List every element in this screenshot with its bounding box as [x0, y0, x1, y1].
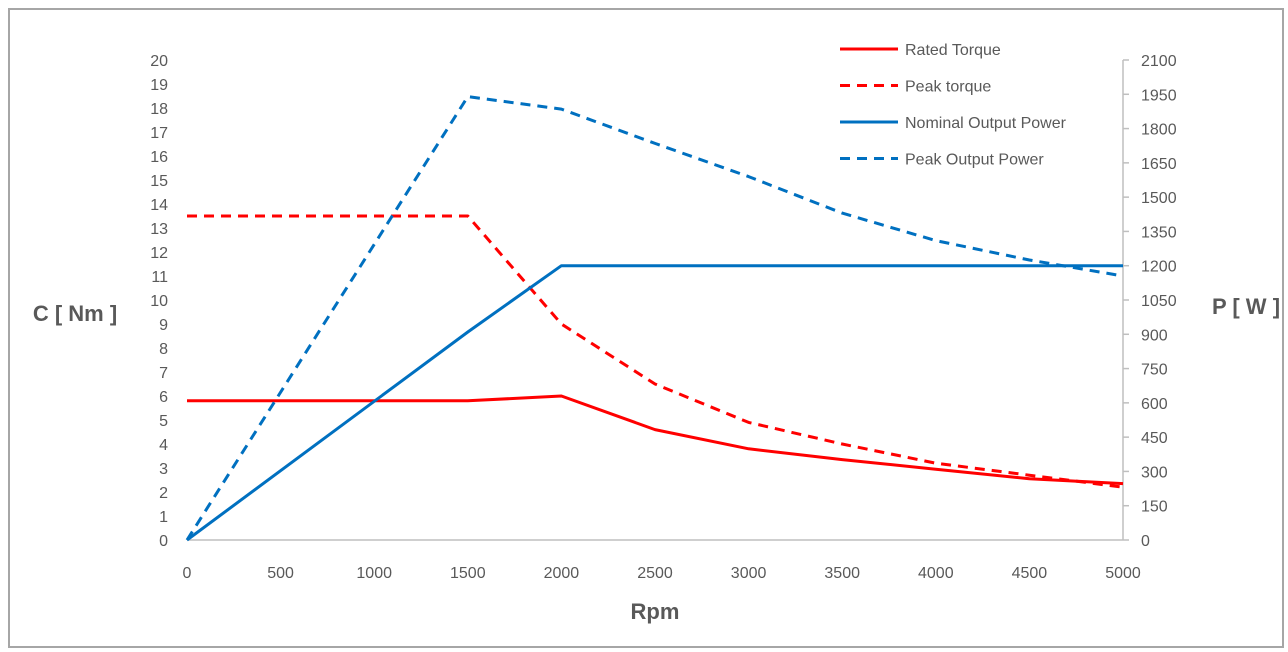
x-tick-label: 4500	[1012, 565, 1048, 582]
y-right-tick-label: 0	[1141, 533, 1150, 550]
y-right-tick-label: 1050	[1141, 293, 1177, 310]
y-left-tick-label: 0	[159, 533, 168, 550]
x-tick-label: 4000	[918, 565, 954, 582]
y-right-tick-label: 1650	[1141, 156, 1177, 173]
y-right-tick-label: 1350	[1141, 224, 1177, 241]
y-left-tick-label: 3	[159, 461, 168, 478]
x-tick-label: 3000	[731, 565, 767, 582]
x-tick-label: 0	[183, 565, 192, 582]
series-layer	[185, 95, 1124, 542]
y-left-tick-label: 4	[159, 437, 168, 454]
x-tick-label: 2500	[637, 565, 673, 582]
y-left-tick-label: 14	[150, 197, 168, 214]
y-left-tick-label: 9	[159, 317, 168, 334]
legend-label: Nominal Output Power	[905, 115, 1067, 132]
y-right-axis-title: P [ W ]	[1212, 294, 1280, 319]
y-right-tick-label: 750	[1141, 362, 1168, 379]
x-tick-label: 500	[267, 565, 294, 582]
x-tick-label: 3500	[824, 565, 860, 582]
y-left-tick-label: 20	[150, 53, 168, 70]
y-left-tick-label: 18	[150, 101, 168, 118]
y-right-tick-label: 300	[1141, 464, 1168, 481]
y-left-tick-label: 6	[159, 389, 168, 406]
chart-frame	[8, 8, 1284, 648]
axes: 0 500 1000 1500 2000 2500 3000 3500 4000 4500 5000…	[150, 53, 1176, 582]
y-right-tick-label: 1800	[1141, 122, 1177, 139]
x-tick-label: 1000	[356, 565, 392, 582]
x-axis-title: Rpm	[631, 599, 680, 624]
x-tick-label: 2000	[544, 565, 580, 582]
series-line-0	[187, 394, 1124, 486]
series-line-1	[187, 214, 1124, 489]
y-left-tick-label: 13	[150, 221, 168, 238]
y-right-tick-label: 1500	[1141, 190, 1177, 207]
y-right-tick-label: 150	[1141, 499, 1168, 516]
y-left-tick-label: 11	[151, 269, 168, 286]
y-right-tick-label: 900	[1141, 327, 1168, 344]
x-tick-label: 1500	[450, 565, 486, 582]
x-tick-label: 5000	[1105, 565, 1141, 582]
y-left-tick-label: 8	[159, 341, 168, 358]
legend: Rated Torque Peak torque Nominal Output Po…	[840, 42, 1067, 169]
y-left-tick-label: 10	[150, 293, 168, 310]
series-line-2	[186, 264, 1123, 542]
legend-label: Rated Torque	[905, 42, 1001, 59]
y-right-tick-label: 450	[1141, 430, 1168, 447]
y-right-tick-label: 2100	[1141, 53, 1177, 70]
legend-label: Peak Output Power	[905, 152, 1044, 169]
legend-label: Peak torque	[905, 79, 991, 96]
y-left-tick-label: 12	[150, 245, 168, 262]
y-left-tick-label: 1	[159, 509, 168, 526]
y-left-tick-label: 19	[150, 77, 168, 94]
y-left-tick-label: 16	[150, 149, 168, 166]
y-right-tick-label: 600	[1141, 396, 1168, 413]
y-right-tick-label: 1200	[1141, 259, 1177, 276]
series-line-3	[185, 95, 1124, 541]
y-left-tick-label: 7	[159, 365, 168, 382]
y-left-tick-label: 15	[150, 173, 168, 190]
y-left-tick-label: 2	[159, 485, 168, 502]
y-right-tick-label: 1950	[1141, 87, 1177, 104]
y-left-axis-title: C [ Nm ]	[33, 301, 117, 326]
y-left-tick-label: 17	[150, 125, 168, 142]
y-right-tick-labels: 0 150 300 450 600 750 900 1050 1200 1350 1500 1650 1…	[1123, 53, 1177, 550]
y-left-tick-label: 5	[159, 413, 168, 430]
x-tick-labels: 0 500 1000 1500 2000 2500 3000 3500 4000 4500 5000	[183, 565, 1141, 582]
